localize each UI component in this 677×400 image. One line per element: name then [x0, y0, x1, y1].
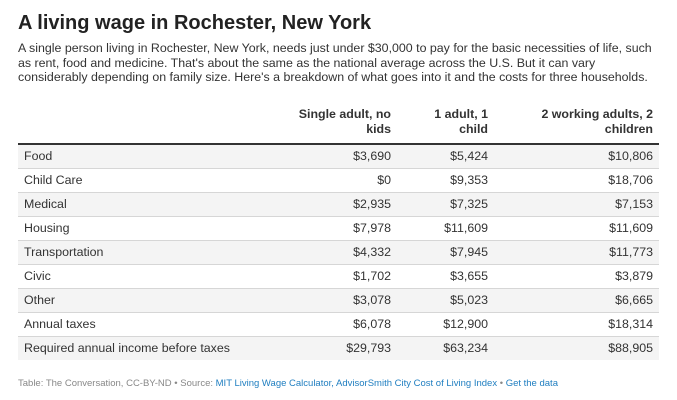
table-row: Transportation $4,332 $7,945 $11,773 [18, 240, 659, 265]
source-link[interactable]: MIT Living Wage Calculator, AdvisorSmith… [215, 377, 498, 389]
value-single-adult: $6,078 [272, 312, 397, 337]
chart-title: A living wage in Rochester, New York [18, 12, 372, 34]
table-row: Housing $7,978 $11,609 $11,609 [18, 216, 659, 241]
value-two-adults-two-children: $6,665 [494, 288, 659, 313]
value-one-adult-one-child: $63,234 [397, 335, 494, 360]
living-wage-table: Single adult, no kids 1 adult, 1 child 2… [18, 106, 659, 360]
table-row: Child Care $0 $9,353 $18,706 [18, 168, 659, 193]
row-label: Medical [18, 192, 272, 217]
value-two-adults-two-children: $88,905 [494, 335, 659, 360]
table-row: Annual taxes $6,078 $12,900 $18,314 [18, 312, 659, 337]
value-one-adult-one-child: $5,424 [397, 143, 494, 169]
footer-separator: • [497, 377, 506, 389]
value-two-adults-two-children: $3,879 [494, 264, 659, 289]
value-two-adults-two-children: $10,806 [494, 143, 659, 169]
footer-credit: Table: The Conversation, CC-BY-ND • Sour… [18, 377, 216, 389]
value-two-adults-two-children: $11,609 [494, 216, 659, 241]
table-row: Required annual income before taxes $29,7… [18, 335, 659, 360]
row-label: Transportation [18, 240, 272, 265]
value-single-adult: $1,702 [272, 264, 397, 289]
value-two-adults-two-children: $7,153 [494, 192, 659, 217]
value-single-adult: $7,978 [272, 216, 397, 241]
row-label: Civic [18, 264, 272, 289]
value-one-adult-one-child: $7,945 [397, 240, 494, 265]
header-cell-label [18, 106, 272, 145]
row-label: Food [18, 143, 272, 169]
value-one-adult-one-child: $3,655 [397, 264, 494, 289]
value-single-adult: $0 [272, 168, 397, 193]
value-one-adult-one-child: $9,353 [397, 168, 494, 193]
value-two-adults-two-children: $18,706 [494, 168, 659, 193]
row-label: Other [18, 288, 272, 313]
row-label: Annual taxes [18, 312, 272, 337]
value-single-adult: $29,793 [272, 335, 397, 360]
table-row: Medical $2,935 $7,325 $7,153 [18, 192, 659, 217]
chart-subtitle: A single person living in Rochester, New… [18, 41, 652, 85]
get-data-link[interactable]: Get the data [505, 377, 558, 389]
table-row: Other $3,078 $5,023 $6,665 [18, 288, 659, 313]
value-single-adult: $2,935 [272, 192, 397, 217]
chart-container: A living wage in Rochester, New York A s… [18, 12, 659, 389]
value-one-adult-one-child: $12,900 [397, 312, 494, 337]
value-single-adult: $4,332 [272, 240, 397, 265]
value-single-adult: $3,078 [272, 288, 397, 313]
header-cell-two-adults-two-children: 2 working adults, 2 children [494, 106, 659, 145]
value-two-adults-two-children: $11,773 [494, 240, 659, 265]
header-cell-single-adult: Single adult, no kids [272, 106, 397, 145]
row-label: Child Care [18, 168, 272, 193]
value-one-adult-one-child: $11,609 [397, 216, 494, 241]
value-single-adult: $3,690 [272, 143, 397, 169]
table-row: Civic $1,702 $3,655 $3,879 [18, 264, 659, 289]
header-cell-one-adult-one-child: 1 adult, 1 child [397, 106, 494, 145]
chart-footer: Table: The Conversation, CC-BY-ND • Sour… [18, 378, 659, 389]
table-body: Food $3,690 $5,424 $10,806 Child Care $0 $9,35… [18, 143, 659, 360]
value-two-adults-two-children: $18,314 [494, 312, 659, 337]
row-label: Housing [18, 216, 272, 241]
table-header-row: Single adult, no kids 1 adult, 1 child 2… [18, 106, 659, 145]
value-one-adult-one-child: $5,023 [397, 288, 494, 313]
table-row: Food $3,690 $5,424 $10,806 [18, 143, 659, 169]
row-label: Required annual income before taxes [18, 335, 272, 360]
value-one-adult-one-child: $7,325 [397, 192, 494, 217]
